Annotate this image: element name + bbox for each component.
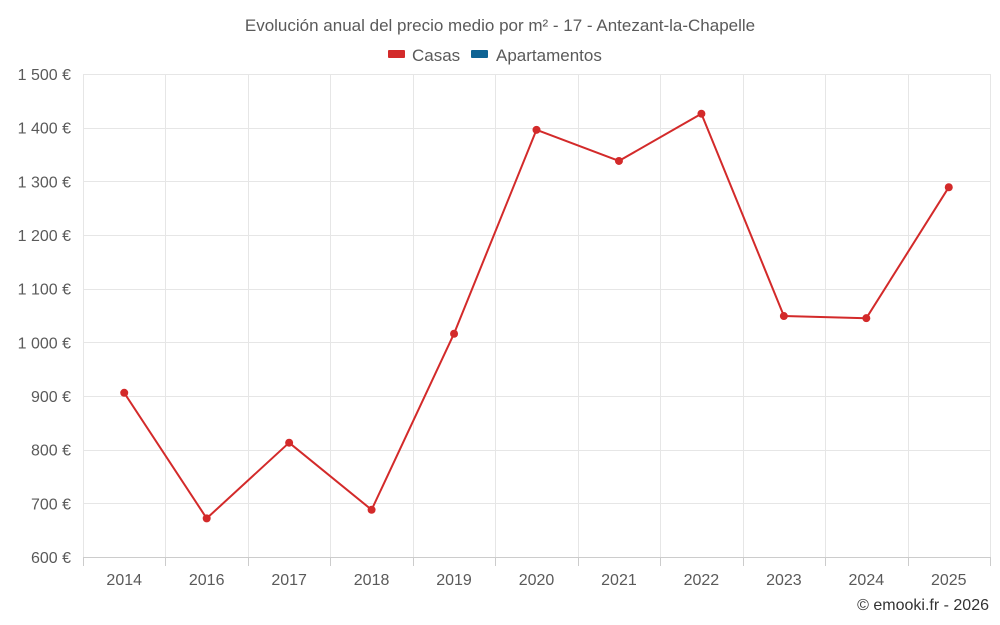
y-tick-label: 800 € [31, 443, 71, 460]
x-tick-label: 2017 [271, 572, 307, 589]
y-tick-label: 1 300 € [18, 174, 71, 191]
y-tick-label: 900 € [31, 389, 71, 406]
legend: Casas Apartamentos [388, 46, 602, 65]
y-tick-label: 1 000 € [18, 335, 71, 352]
legend-label-casas: Casas [412, 46, 460, 65]
x-tick-label: 2022 [684, 572, 720, 589]
x-tick-label: 2023 [766, 572, 802, 589]
chart-title: Evolución anual del precio medio por m² … [245, 16, 755, 35]
data-point-casas-2022[interactable] [697, 109, 706, 118]
series-casas [120, 109, 953, 523]
legend-item-apartamentos[interactable]: Apartamentos [471, 46, 602, 65]
y-tick-label: 1 500 € [18, 67, 71, 84]
x-axis: 2014 2016 2017 2018 2019 2020 2021 2022 2023 2024… [83, 557, 991, 589]
legend-swatch-casas [388, 50, 405, 58]
data-point-casas-2017[interactable] [285, 438, 294, 447]
x-tick-label: 2024 [849, 572, 885, 589]
x-tick-label: 2025 [931, 572, 967, 589]
x-tick-label: 2016 [189, 572, 225, 589]
y-tick-label: 600 € [31, 550, 71, 567]
data-point-casas-2021[interactable] [614, 156, 623, 165]
y-tick-label: 1 100 € [18, 282, 71, 299]
data-point-casas-2024[interactable] [862, 314, 871, 323]
data-point-casas-2019[interactable] [450, 329, 459, 338]
credit: © emooki.fr - 2026 [857, 597, 989, 614]
data-point-casas-2014[interactable] [120, 388, 129, 397]
data-point-casas-2018[interactable] [367, 505, 376, 514]
y-axis: 600 € 700 € 800 € 900 € 1 000 € 1 100 € 1 200 … [18, 67, 71, 567]
x-tick-label: 2019 [436, 572, 472, 589]
data-point-casas-2025[interactable] [944, 183, 953, 192]
x-tick-label: 2021 [601, 572, 637, 589]
y-tick-label: 700 € [31, 496, 71, 513]
grid [83, 74, 991, 558]
x-tick-label: 2014 [106, 572, 142, 589]
y-tick-label: 1 200 € [18, 228, 71, 245]
legend-item-casas[interactable]: Casas [388, 46, 460, 65]
x-tick-label: 2020 [519, 572, 555, 589]
y-tick-label: 1 400 € [18, 121, 71, 138]
data-point-casas-2016[interactable] [202, 514, 211, 523]
data-point-casas-2023[interactable] [779, 312, 788, 321]
x-tick-label: 2018 [354, 572, 390, 589]
data-point-casas-2020[interactable] [532, 125, 541, 134]
legend-label-apartamentos: Apartamentos [496, 46, 602, 65]
legend-swatch-apartamentos [471, 50, 488, 58]
